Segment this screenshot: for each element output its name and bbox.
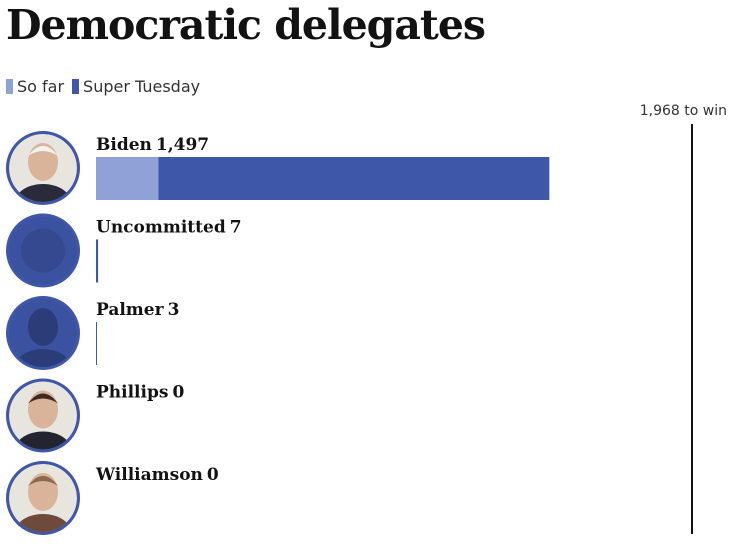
legend-item-super-tuesday: Super Tuesday: [72, 77, 200, 96]
win-threshold-label: 1,968 to win: [640, 103, 727, 119]
candidate-total-williamson: 0: [207, 465, 219, 485]
legend-label-super-tuesday: Super Tuesday: [83, 77, 201, 96]
chart-title: Democratic delegates: [6, 1, 486, 49]
candidate-label-williamson: Williamson 0: [95, 465, 219, 485]
legend-label-so-far: So far: [17, 77, 65, 96]
bar-so-far-biden: [96, 157, 159, 200]
avatar-phillips: [6, 378, 80, 453]
bar-super-tuesday-uncommitted: [96, 239, 99, 283]
candidate-label-uncommitted: Uncommitted 7: [96, 218, 242, 238]
candidate-name-phillips: Phillips: [96, 383, 168, 403]
candidate-label-palmer: Palmer 3: [96, 300, 179, 320]
avatar-palmer: [6, 296, 80, 370]
candidate-name-uncommitted: Uncommitted: [96, 218, 226, 238]
candidate-name-williamson: Williamson: [95, 465, 203, 485]
bar-super-tuesday-palmer: [96, 322, 97, 365]
bar-super-tuesday-biden: [158, 157, 550, 200]
candidate-label-biden: Biden 1,497: [96, 135, 209, 155]
avatar-williamson: [6, 461, 80, 535]
legend: So far Super Tuesday: [6, 77, 208, 96]
candidate-total-phillips: 0: [172, 383, 184, 403]
candidate-total-uncommitted: 7: [230, 218, 242, 238]
avatar-biden: [6, 131, 80, 205]
legend-swatch-super-tuesday: [72, 79, 80, 94]
candidate-total-palmer: 3: [168, 300, 180, 320]
avatar-uncommitted: [6, 213, 80, 288]
candidate-name-biden: Biden: [96, 135, 152, 155]
candidate-total-biden: 1,497: [156, 135, 209, 155]
candidate-name-palmer: Palmer: [96, 300, 165, 320]
legend-item-so-far: So far: [6, 77, 64, 96]
candidate-label-phillips: Phillips 0: [96, 383, 184, 403]
legend-swatch-so-far: [6, 79, 13, 94]
